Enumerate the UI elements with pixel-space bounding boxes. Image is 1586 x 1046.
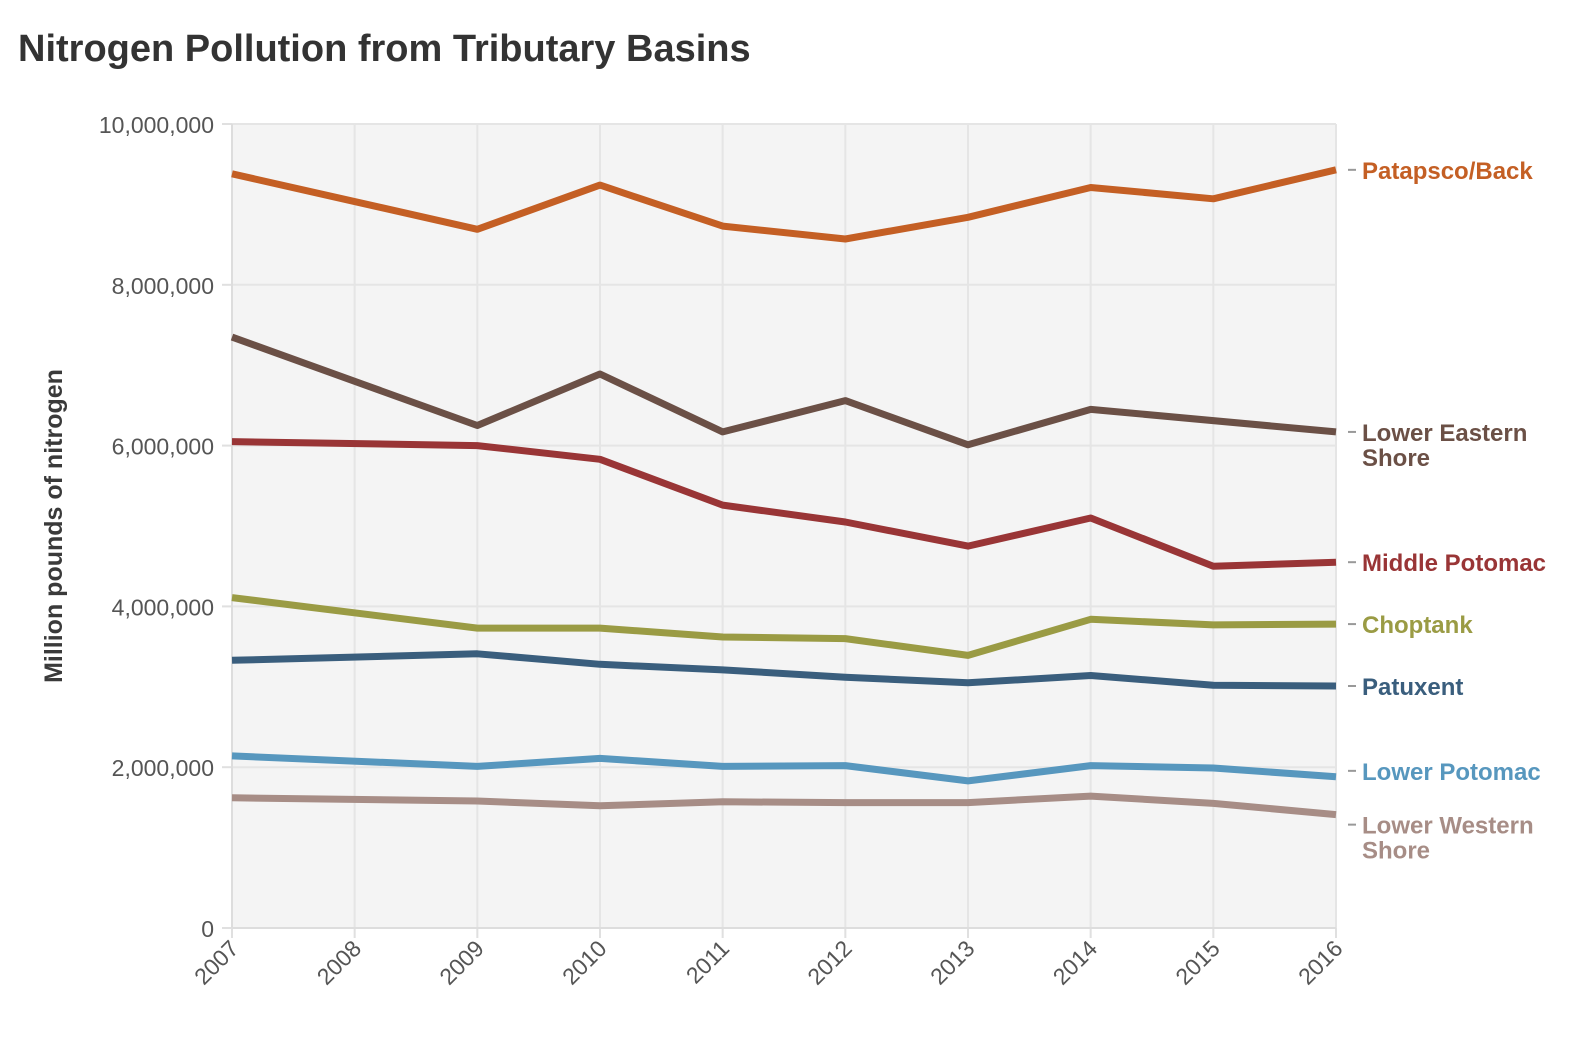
series-line-patapsco-back — [231, 166, 1337, 243]
series-line-lower-eastern-shore — [230, 333, 1337, 449]
x-tick-label: 2009 — [434, 935, 489, 990]
series-line-patuxent — [231, 650, 1337, 690]
series-line-middle-potomac — [231, 438, 1337, 570]
y-tick-label: 8,000,000 — [112, 273, 214, 299]
series-label-lower-eastern-shore: Lower Eastern — [1362, 420, 1527, 447]
series-label-lower-western-shore: Shore — [1362, 838, 1430, 865]
series-label-patuxent: Patuxent — [1362, 674, 1463, 701]
x-tick-label: 2015 — [1170, 935, 1225, 990]
x-tick-label: 2012 — [802, 935, 857, 990]
series-label-choptank: Choptank — [1362, 612, 1473, 639]
x-tick-label: 2008 — [312, 935, 367, 990]
series-line-choptank — [231, 594, 1337, 659]
x-tick-label: 2007 — [189, 935, 244, 990]
y-tick-label: 10,000,000 — [99, 112, 214, 138]
y-axis-title: Million pounds of nitrogen — [40, 369, 68, 683]
series-label-middle-potomac: Middle Potomac — [1362, 550, 1546, 577]
x-tick-label: 2013 — [925, 935, 980, 990]
y-tick-label: 4,000,000 — [112, 594, 214, 620]
series-line-lower-western-shore — [231, 792, 1337, 819]
chart-title: Nitrogen Pollution from Tributary Basins — [18, 28, 751, 70]
x-tick-label: 2011 — [681, 935, 734, 988]
y-tick-label: 6,000,000 — [112, 434, 214, 460]
series-label-lower-western-shore: Lower Western — [1362, 813, 1534, 840]
series-label-lower-eastern-shore: Shore — [1362, 445, 1430, 472]
x-tick-label: 2016 — [1293, 935, 1348, 990]
series-label-lower-potomac: Lower Potomac — [1362, 759, 1541, 786]
plot-area — [232, 124, 1336, 928]
x-tick-label: 2014 — [1048, 935, 1103, 990]
y-tick-label: 0 — [201, 916, 214, 942]
series-line-lower-potomac — [231, 752, 1337, 785]
x-tick-label: 2010 — [557, 935, 612, 990]
series-label-patapsco-back: Patapsco/Back — [1362, 158, 1533, 185]
y-tick-label: 2,000,000 — [112, 755, 214, 781]
